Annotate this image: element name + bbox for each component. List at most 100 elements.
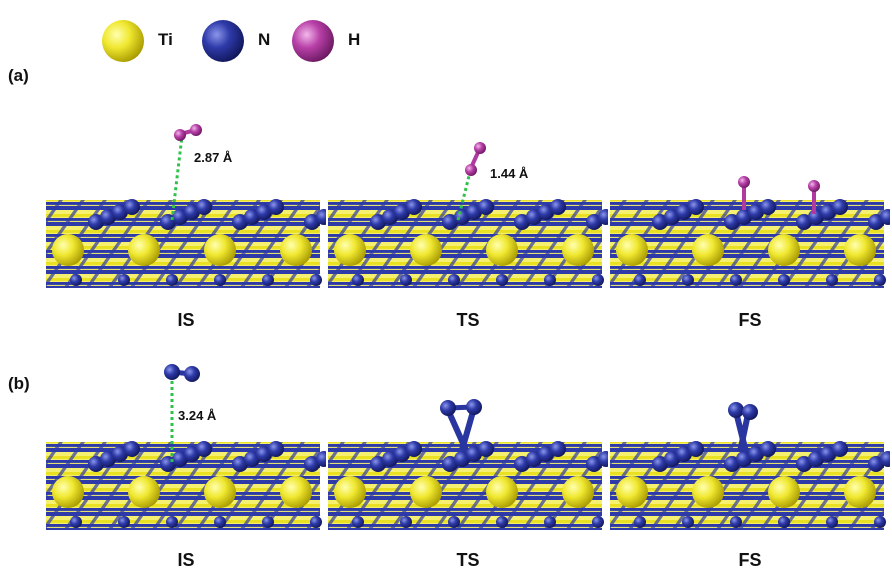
n-atom bbox=[664, 209, 680, 225]
h-atom bbox=[738, 176, 750, 188]
n-atom bbox=[118, 516, 130, 528]
n-atom bbox=[550, 441, 566, 457]
legend-label-ti: Ti bbox=[158, 30, 173, 49]
n-atom bbox=[172, 209, 188, 225]
n-atom bbox=[514, 214, 530, 230]
n-atom bbox=[442, 214, 458, 230]
ti-atom bbox=[486, 476, 518, 508]
ti-atom bbox=[280, 234, 312, 266]
n-atom bbox=[826, 516, 838, 528]
n-atom bbox=[118, 274, 130, 286]
n-atom bbox=[676, 446, 692, 462]
slab-image: 2.87 Å bbox=[46, 124, 356, 288]
n-atom bbox=[370, 456, 386, 472]
n-atom bbox=[310, 516, 322, 528]
n-atom bbox=[382, 209, 398, 225]
n-atom bbox=[664, 451, 680, 467]
n-atom bbox=[466, 399, 482, 415]
n-atom bbox=[214, 516, 226, 528]
n-atom bbox=[244, 209, 260, 225]
distance-label: 2.87 Å bbox=[194, 150, 233, 165]
n-atom bbox=[682, 274, 694, 286]
n-atom bbox=[268, 199, 284, 215]
n-atom bbox=[796, 456, 812, 472]
n-atom bbox=[808, 451, 824, 467]
n-atom bbox=[550, 199, 566, 215]
n-atom bbox=[112, 204, 128, 220]
n-atom bbox=[544, 516, 556, 528]
n-atom bbox=[400, 274, 412, 286]
state-label-a-ts: TS bbox=[456, 310, 480, 330]
ti-atom bbox=[52, 234, 84, 266]
distance-label: 1.44 Å bbox=[490, 166, 529, 181]
n-atom bbox=[868, 456, 884, 472]
n-atom bbox=[544, 274, 556, 286]
n-atom bbox=[592, 516, 604, 528]
n-atom bbox=[184, 446, 200, 462]
scene-a-ts: 1.44 Å bbox=[328, 110, 638, 295]
n-atom bbox=[196, 441, 212, 457]
state-label-a-fs: FS bbox=[738, 310, 762, 330]
n-atom bbox=[440, 400, 456, 416]
ti-atom bbox=[768, 476, 800, 508]
n-atom bbox=[880, 209, 892, 225]
n-atom bbox=[820, 204, 836, 220]
n-atom bbox=[730, 274, 742, 286]
n-atom bbox=[682, 516, 694, 528]
n-atom bbox=[652, 456, 668, 472]
n-atom bbox=[100, 209, 116, 225]
n-atom bbox=[724, 456, 740, 472]
n-atom bbox=[124, 441, 140, 457]
n-atom bbox=[70, 516, 82, 528]
ti-atom bbox=[204, 234, 236, 266]
n-atom bbox=[166, 274, 178, 286]
n-atom bbox=[832, 441, 848, 457]
n-atom bbox=[478, 441, 494, 457]
slab-image bbox=[610, 176, 892, 288]
n-atom bbox=[466, 446, 482, 462]
n-atom bbox=[70, 274, 82, 286]
n-atom bbox=[874, 516, 886, 528]
panel-a-label: (a) bbox=[8, 66, 29, 85]
n-atom bbox=[466, 204, 482, 220]
n-atom bbox=[688, 441, 704, 457]
legend: Ti N H bbox=[100, 14, 380, 64]
slab-image: 1.44 Å bbox=[328, 142, 638, 288]
panel-b-label: (b) bbox=[8, 374, 30, 393]
n-atom bbox=[778, 516, 790, 528]
n-atom bbox=[826, 274, 838, 286]
ti-atom bbox=[768, 234, 800, 266]
n-atom bbox=[310, 274, 322, 286]
ti-atom bbox=[52, 476, 84, 508]
n-atom bbox=[526, 209, 542, 225]
n-atom bbox=[196, 199, 212, 215]
n-atom bbox=[478, 199, 494, 215]
n-atom bbox=[634, 516, 646, 528]
n-atom bbox=[676, 204, 692, 220]
n-atom bbox=[874, 274, 886, 286]
n-atom bbox=[742, 404, 758, 420]
n-atom bbox=[454, 209, 470, 225]
n-atom bbox=[256, 446, 272, 462]
n-atom bbox=[232, 214, 248, 230]
slab-image bbox=[328, 399, 638, 530]
slab-image: 3.24 Å bbox=[46, 364, 356, 530]
ti-atom bbox=[616, 476, 648, 508]
n-atom bbox=[724, 214, 740, 230]
n-atom bbox=[526, 451, 542, 467]
n-atom bbox=[232, 456, 248, 472]
state-label-b-fs: FS bbox=[738, 550, 762, 570]
ti-atom-icon bbox=[102, 20, 144, 62]
n-atom bbox=[352, 516, 364, 528]
ti-atom bbox=[844, 234, 876, 266]
n-atom bbox=[124, 199, 140, 215]
h-atom bbox=[474, 142, 486, 154]
n-atom bbox=[448, 516, 460, 528]
ti-atom bbox=[128, 476, 160, 508]
n-atom bbox=[88, 214, 104, 230]
n-atom bbox=[382, 451, 398, 467]
distance-line bbox=[170, 135, 184, 221]
n-atom bbox=[796, 214, 812, 230]
distance-line bbox=[456, 171, 472, 221]
n-atom bbox=[728, 402, 744, 418]
